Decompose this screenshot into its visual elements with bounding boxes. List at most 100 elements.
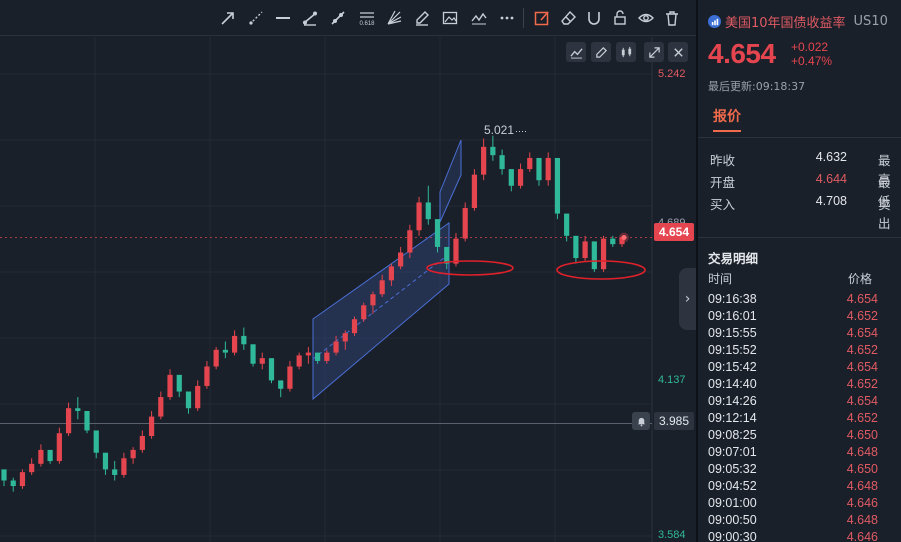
quote-value: 4.644 bbox=[815, 172, 847, 186]
image-tool-icon[interactable] bbox=[438, 6, 462, 30]
visibility-icon[interactable] bbox=[634, 6, 658, 30]
candle-body bbox=[554, 157, 561, 214]
more-tools-icon[interactable] bbox=[495, 6, 519, 30]
trash-icon[interactable] bbox=[660, 6, 684, 30]
fullscreen-icon[interactable] bbox=[644, 42, 664, 62]
candle-body bbox=[185, 391, 192, 409]
trades-title: 交易明细 bbox=[708, 251, 759, 266]
panel-divider[interactable] bbox=[696, 0, 698, 542]
trade-time: 09:15:42 bbox=[708, 360, 757, 374]
toolbar-separator bbox=[523, 8, 524, 28]
last-price: 4.654 bbox=[708, 38, 776, 69]
candle-body bbox=[315, 352, 321, 361]
arrow-tool-icon[interactable] bbox=[216, 6, 240, 30]
candle-body bbox=[351, 319, 358, 334]
candle-body bbox=[56, 433, 62, 462]
candle-body bbox=[29, 463, 35, 473]
trend-line-tool-icon[interactable] bbox=[298, 6, 322, 30]
quote-label: 昨收 bbox=[710, 153, 736, 168]
chart-panel[interactable]: 0.618 5.242 bbox=[0, 0, 696, 542]
magnet-icon[interactable] bbox=[582, 6, 606, 30]
candle-body bbox=[176, 374, 182, 392]
instrument-title: 美国10年国债收益率 US10 bbox=[708, 12, 888, 31]
trade-price: 4.652 bbox=[846, 343, 878, 357]
candle-body bbox=[1, 469, 7, 481]
trade-time: 09:12:14 bbox=[708, 411, 757, 425]
support-ellipse-left bbox=[426, 260, 514, 276]
trade-time: 09:16:01 bbox=[708, 309, 757, 323]
last-updated: 最后更新:09:18:37 bbox=[708, 80, 806, 93]
trade-row: 09:04:52 4.648 bbox=[708, 479, 878, 495]
candle-body bbox=[278, 380, 284, 389]
alert-price-tag[interactable]: 3.985 bbox=[654, 412, 694, 430]
trade-time: 09:01:00 bbox=[708, 496, 757, 510]
candle-body bbox=[462, 208, 468, 239]
quote-value: 4.632 bbox=[815, 150, 847, 164]
trade-price: 4.648 bbox=[846, 479, 878, 493]
segment-tool-icon[interactable] bbox=[326, 6, 350, 30]
horizontal-line-tool-icon[interactable] bbox=[271, 6, 295, 30]
divider bbox=[698, 237, 901, 238]
candle-type-icon[interactable] bbox=[616, 42, 636, 62]
trade-time: 09:00:50 bbox=[708, 513, 757, 527]
candle-body bbox=[333, 341, 339, 353]
trade-time: 09:14:40 bbox=[708, 377, 757, 391]
candle-body bbox=[370, 294, 376, 306]
candle-body bbox=[564, 213, 570, 236]
quote-row-open: 开盘 4.644 最低 bbox=[710, 172, 900, 209]
peak-price-label: 5.021 bbox=[484, 123, 515, 137]
active-tab-indicator bbox=[713, 130, 741, 132]
trade-row: 09:12:14 4.652 bbox=[708, 411, 878, 427]
trade-time: 09:05:32 bbox=[708, 462, 757, 476]
indicator-button[interactable] bbox=[566, 42, 586, 62]
quote-value: 4.708 bbox=[815, 194, 847, 208]
candle-body bbox=[388, 266, 395, 281]
support-ellipse-right bbox=[556, 260, 646, 280]
bell-icon[interactable] bbox=[632, 412, 650, 430]
trade-row: 09:15:42 4.654 bbox=[708, 360, 878, 376]
tab-quote[interactable]: 报价 bbox=[713, 109, 741, 125]
gann-fan-tool-icon[interactable] bbox=[382, 6, 406, 30]
instrument-code: US10 bbox=[853, 14, 888, 29]
trade-row: 09:08:25 4.650 bbox=[708, 428, 878, 444]
trade-row: 09:01:00 4.646 bbox=[708, 496, 878, 512]
close-icon[interactable] bbox=[668, 42, 688, 62]
candle-body bbox=[490, 146, 496, 156]
brush-tool-icon[interactable] bbox=[410, 6, 434, 30]
trade-time: 09:15:52 bbox=[708, 343, 757, 357]
candle-body bbox=[407, 230, 413, 253]
candle-body bbox=[527, 157, 533, 170]
candle-body bbox=[619, 237, 625, 245]
trade-price: 4.648 bbox=[846, 513, 878, 527]
trade-row: 09:00:30 4.646 bbox=[708, 530, 878, 542]
trades-column-price: 价格 bbox=[848, 272, 873, 286]
eraser-icon[interactable] bbox=[557, 6, 581, 30]
quote-label-low: 最低 bbox=[878, 175, 891, 209]
trade-row: 09:14:40 4.652 bbox=[708, 377, 878, 393]
candle-body bbox=[139, 436, 145, 450]
y-axis-label-top: 5.242 bbox=[658, 68, 686, 80]
candle-body bbox=[591, 241, 597, 270]
candle-body bbox=[47, 449, 53, 462]
ray-tool-icon[interactable] bbox=[244, 6, 268, 30]
candle-body bbox=[517, 169, 524, 186]
quote-label: 开盘 bbox=[710, 175, 736, 190]
trade-row: 09:07:01 4.648 bbox=[708, 445, 878, 461]
candlestick-chart[interactable] bbox=[0, 0, 696, 542]
candle-body bbox=[305, 352, 311, 356]
wave-tool-icon[interactable] bbox=[467, 6, 491, 30]
candle-body bbox=[296, 355, 302, 367]
chevron-right-icon[interactable]: › bbox=[679, 268, 696, 330]
trade-time: 09:14:26 bbox=[708, 394, 757, 408]
fibonacci-tool-icon[interactable]: 0.618 bbox=[355, 6, 379, 30]
pencil-icon[interactable] bbox=[591, 42, 611, 62]
trade-price: 4.654 bbox=[846, 394, 878, 408]
trade-price: 4.650 bbox=[846, 462, 878, 476]
candle-body bbox=[112, 469, 118, 475]
lock-icon[interactable] bbox=[608, 6, 632, 30]
change-value: +0.022 bbox=[791, 40, 829, 54]
candle-body bbox=[481, 146, 487, 175]
edit-drawing-icon[interactable] bbox=[530, 6, 554, 30]
candle-body bbox=[130, 449, 136, 459]
candle-body bbox=[573, 235, 579, 259]
